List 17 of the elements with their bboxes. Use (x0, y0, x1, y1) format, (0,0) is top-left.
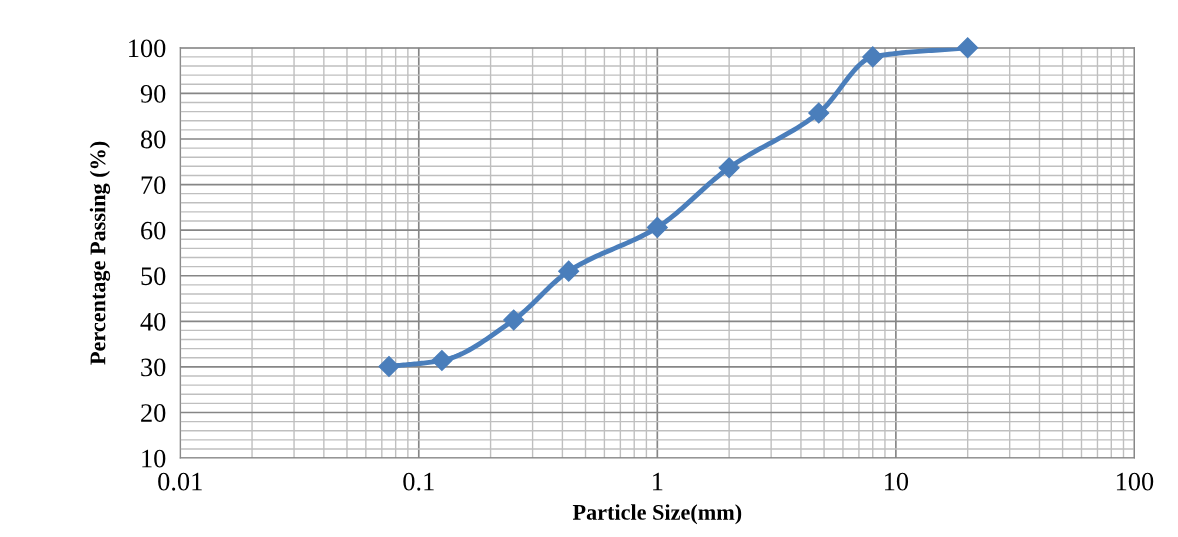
y-tick-label: 90 (140, 84, 166, 103)
y-tick-label: 20 (141, 404, 166, 422)
y-tick-label: 10 (142, 449, 166, 468)
y-tick-label: 50 (141, 267, 166, 286)
y-tick-label: 30 (141, 358, 166, 377)
y-axis-title: Percentage Passing (%) (89, 141, 111, 365)
y-tick-label: 100 (129, 39, 166, 58)
x-axis-title: Particle Size(mm) (572, 504, 742, 525)
x-tick-label: 1 (653, 472, 663, 491)
y-tick-label: 70 (141, 176, 166, 194)
x-tick-label: 100 (1116, 472, 1154, 491)
x-tick-label: 0.01 (158, 472, 202, 491)
y-tick-label: 40 (140, 312, 166, 331)
y-tick-label: 80 (140, 130, 166, 149)
y-tick-label: 60 (141, 221, 166, 240)
x-tick-label: 0.1 (403, 472, 434, 491)
x-tick-label: 10 (885, 472, 909, 491)
